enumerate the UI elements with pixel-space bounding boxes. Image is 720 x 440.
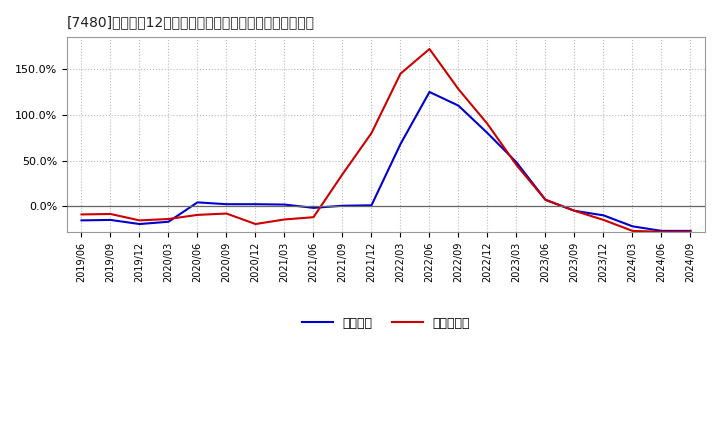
経常利益 xyxy=(657,228,666,234)
当期純利益 xyxy=(367,130,376,136)
当期純利益 xyxy=(164,216,173,222)
経常利益 xyxy=(426,89,434,95)
経常利益 xyxy=(280,202,289,207)
経常利益 xyxy=(164,219,173,224)
経常利益 xyxy=(251,202,260,207)
当期純利益 xyxy=(77,212,86,217)
当期純利益 xyxy=(106,211,114,216)
Line: 経常利益: 経常利益 xyxy=(81,92,690,231)
当期純利益 xyxy=(686,229,695,235)
Legend: 経常利益, 当期純利益: 経常利益, 当期純利益 xyxy=(297,312,475,335)
当期純利益 xyxy=(309,215,318,220)
当期純利益 xyxy=(251,221,260,227)
当期純利益 xyxy=(454,87,463,92)
経常利益 xyxy=(222,202,231,207)
経常利益 xyxy=(106,217,114,223)
当期純利益 xyxy=(657,229,666,235)
当期純利益 xyxy=(135,218,144,223)
経常利益 xyxy=(483,130,492,136)
当期純利益 xyxy=(541,197,550,202)
経常利益 xyxy=(512,160,521,165)
経常利益 xyxy=(396,141,405,147)
経常利益 xyxy=(309,205,318,210)
当期純利益 xyxy=(483,121,492,127)
経常利益 xyxy=(338,203,347,209)
当期純利益 xyxy=(338,172,347,177)
当期純利益 xyxy=(426,46,434,51)
経常利益 xyxy=(454,103,463,108)
当期純利益 xyxy=(628,228,636,234)
経常利益 xyxy=(135,221,144,227)
当期純利益 xyxy=(570,208,579,213)
経常利益 xyxy=(77,218,86,223)
経常利益 xyxy=(193,200,202,205)
経常利益 xyxy=(628,224,636,229)
当期純利益 xyxy=(193,212,202,217)
当期純利益 xyxy=(396,71,405,76)
当期純利益 xyxy=(512,162,521,168)
当期純利益 xyxy=(599,217,608,223)
経常利益 xyxy=(367,203,376,208)
経常利益 xyxy=(686,228,695,234)
当期純利益 xyxy=(222,211,231,216)
経常利益 xyxy=(599,213,608,218)
経常利益 xyxy=(541,197,550,202)
Text: [7480]　利益だ12か月移動合計の対前年同期増減率の推移: [7480] 利益だ12か月移動合計の対前年同期増減率の推移 xyxy=(67,15,315,29)
Line: 当期純利益: 当期純利益 xyxy=(81,49,690,232)
経常利益 xyxy=(570,208,579,213)
当期純利益 xyxy=(280,217,289,222)
